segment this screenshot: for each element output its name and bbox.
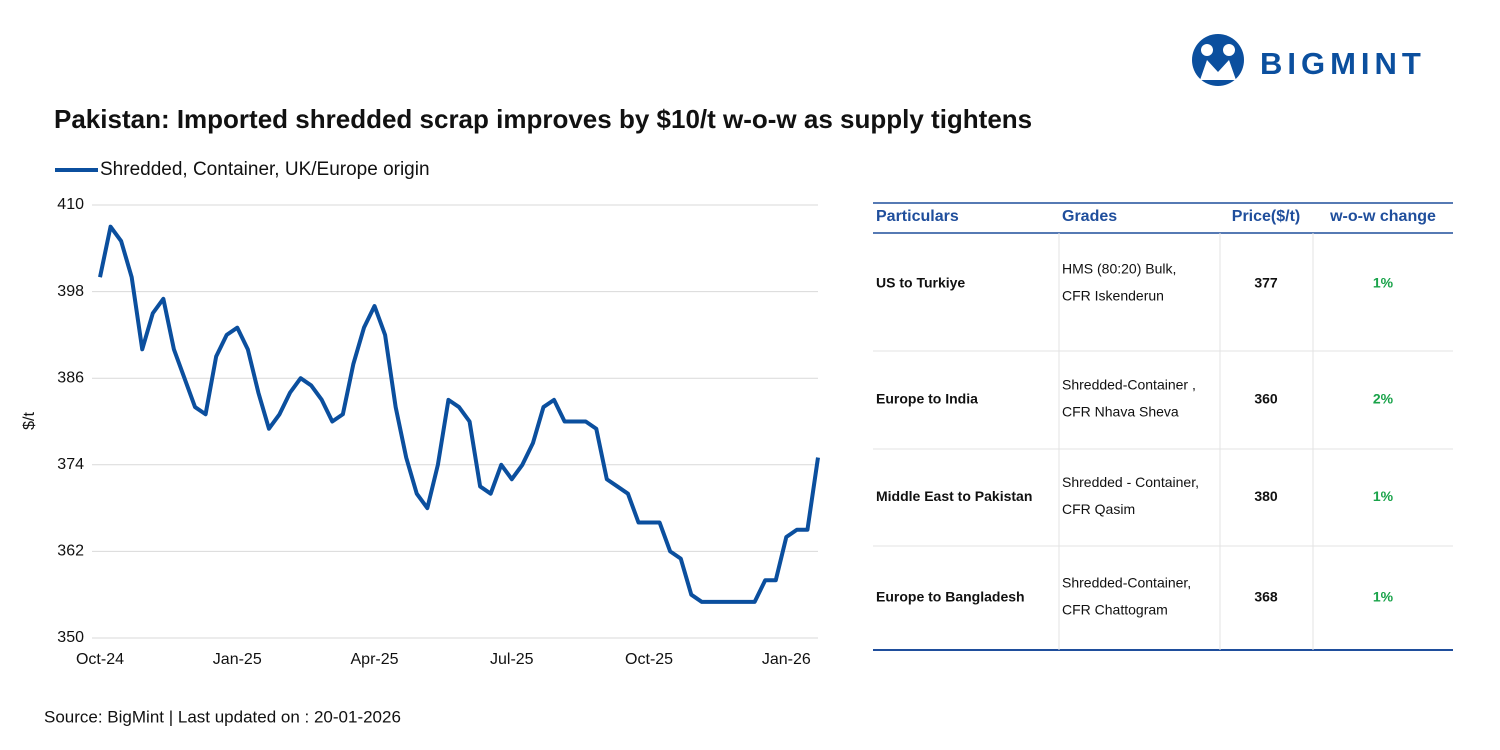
table-header: w-o-w change [1329,208,1436,225]
legend-label: Shredded, Container, UK/Europe origin [100,159,430,180]
table-cell: 377 [1254,275,1278,291]
logo-text: BIGMINT [1260,46,1426,81]
table-cell: HMS (80:20) Bulk, [1062,261,1176,277]
table-header: Grades [1062,208,1117,225]
table-header: Particulars [876,208,959,225]
x-tick-label: Jul-25 [490,651,534,668]
table-cell: CFR Iskenderun [1062,288,1164,304]
table-cell: 2% [1373,391,1394,407]
table-cell: Middle East to Pakistan [876,488,1032,504]
table-cell: US to Turkiye [876,275,965,291]
table-cell: 1% [1373,589,1394,605]
data-line [98,224,820,604]
table-cell: 1% [1373,488,1394,504]
logo-icon-body [1200,60,1236,80]
table-cell: CFR Chattogram [1062,602,1168,618]
logo-icon-head [1201,44,1213,56]
x-tick-label: Jan-26 [762,651,811,668]
y-tick-label: 386 [57,369,84,386]
table-cell: Shredded-Container, [1062,575,1191,591]
source: Source: BigMint | Last updated on : 20-0… [44,707,401,726]
table-cell: Europe to Bangladesh [876,589,1025,605]
y-tick-label: 410 [57,196,84,213]
table-cell: 1% [1373,275,1394,291]
table-cell: 380 [1254,488,1278,504]
chart-title: Pakistan: Imported shredded scrap improv… [54,104,1032,134]
logo: BIGMINT [1192,34,1426,86]
table-header: Price($/t) [1232,208,1300,225]
x-tick-label: Oct-25 [625,651,673,668]
x-tick-label: Jan-25 [213,651,262,668]
table-cell: CFR Qasim [1062,501,1135,517]
table-cell: Shredded-Container , [1062,377,1196,393]
table-cell: Europe to India [876,391,978,407]
y-tick-label: 362 [57,543,84,560]
table-cell: 368 [1254,589,1278,605]
table-cell: 360 [1254,391,1278,407]
x-tick-label: Apr-25 [351,651,399,668]
x-tick-label: Oct-24 [76,651,124,668]
y-tick-label: 398 [57,283,84,300]
table-cell: CFR Nhava Sheva [1062,404,1179,420]
table-cell: Shredded - Container, [1062,474,1199,490]
y-tick-label: 350 [57,629,84,646]
y-tick-label: 374 [57,456,84,473]
y-axis-label: $/t [21,412,38,430]
logo-icon-head [1223,44,1235,56]
